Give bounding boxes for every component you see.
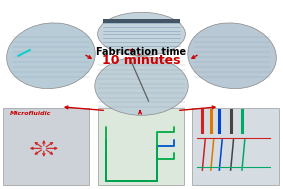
Ellipse shape xyxy=(98,12,185,56)
Ellipse shape xyxy=(95,57,188,115)
Text: Microfluidic: Microfluidic xyxy=(10,111,51,115)
Bar xyxy=(3,108,89,185)
Text: 10 minutes: 10 minutes xyxy=(102,53,181,67)
Ellipse shape xyxy=(188,23,276,89)
Ellipse shape xyxy=(7,23,95,89)
Bar xyxy=(192,108,279,185)
Bar xyxy=(98,108,184,185)
Text: Fabrication time: Fabrication time xyxy=(97,47,186,57)
Bar xyxy=(103,19,180,23)
